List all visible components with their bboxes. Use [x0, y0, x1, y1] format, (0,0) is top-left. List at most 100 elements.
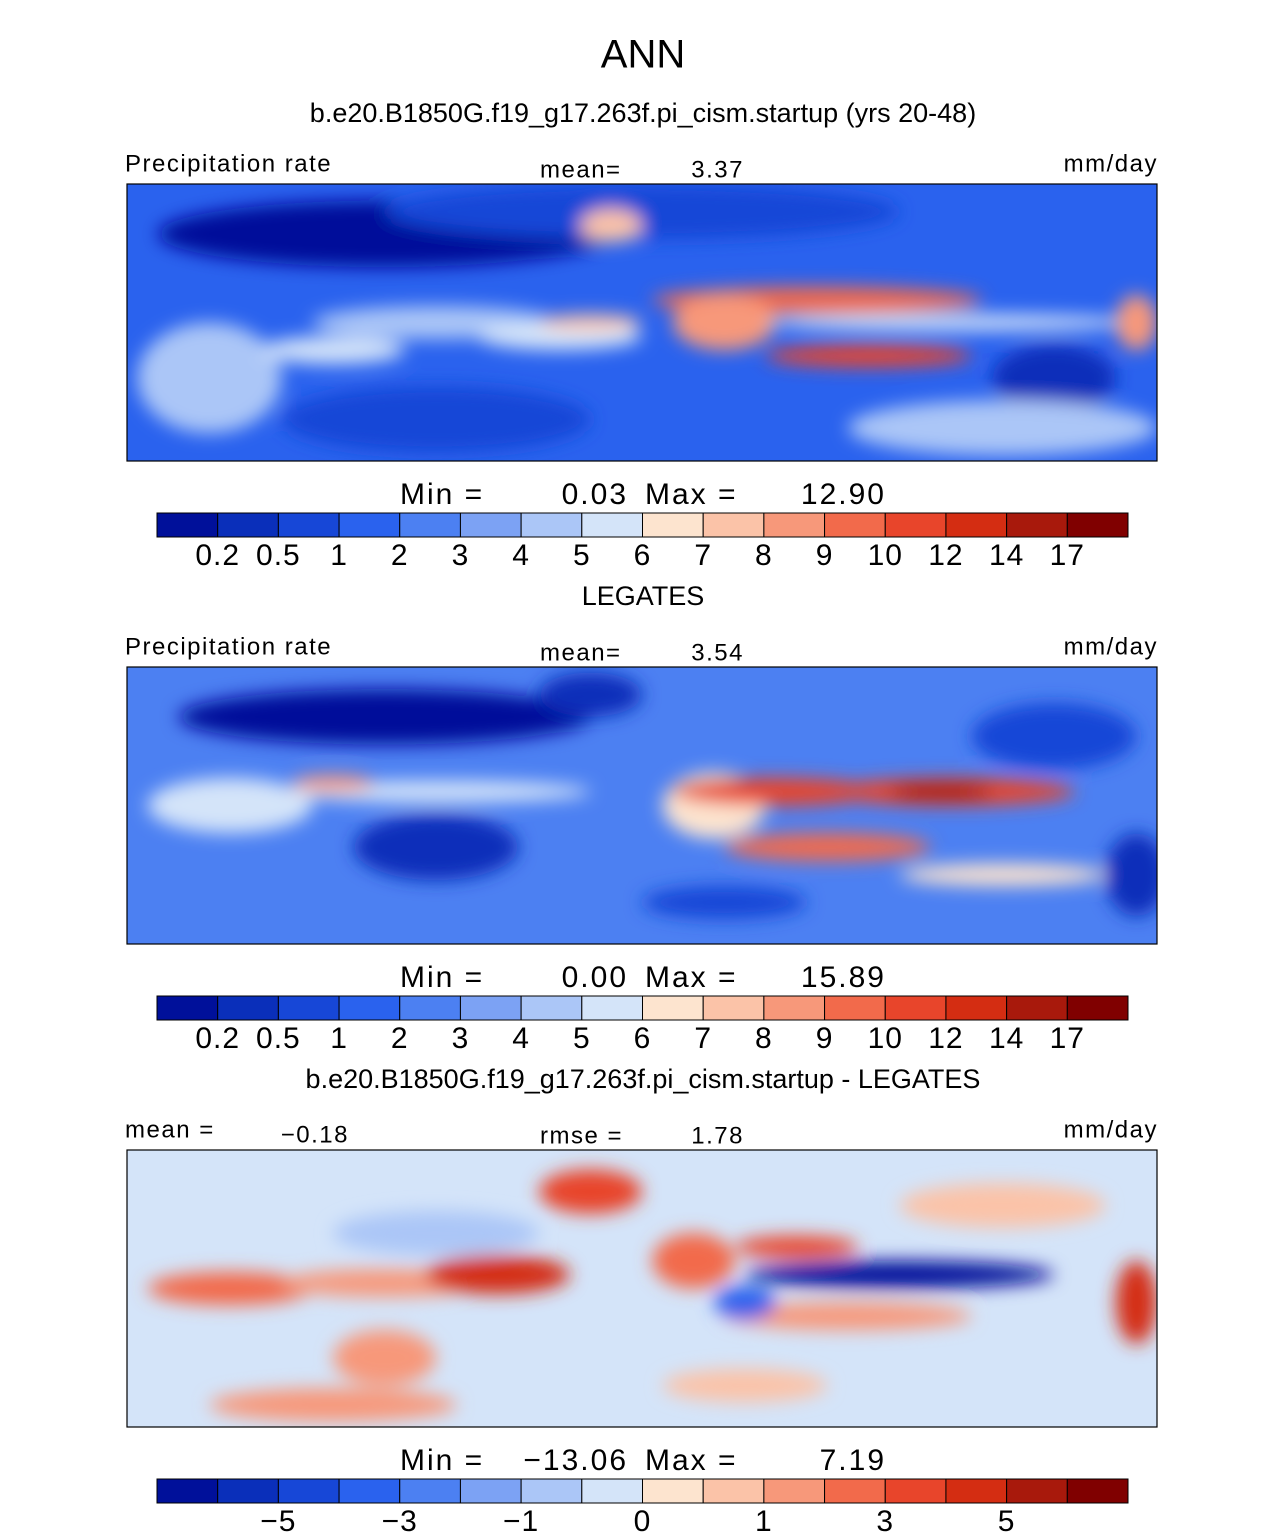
center-value: 3.37 [691, 156, 744, 183]
field-blob [765, 314, 1137, 331]
field-blob [745, 1260, 1054, 1289]
colorbar-label: 1 [755, 1505, 773, 1538]
field-blob [147, 777, 313, 834]
colorbar-box [338, 995, 401, 1021]
colorbar-label: 2 [391, 539, 409, 572]
colorbar-box [945, 1478, 1008, 1504]
colorbar-label: 1 [330, 1022, 348, 1055]
colorbar-label: 7 [694, 539, 712, 572]
field-blob [580, 208, 642, 243]
max-label: Max = [645, 1444, 738, 1477]
colorbar-label: 17 [1050, 539, 1085, 572]
panel-title: b.e20.B1850G.f19_g17.263f.pi_cism.startu… [306, 1064, 981, 1094]
colorbar-box [399, 995, 461, 1021]
colorbar-label: 14 [989, 1022, 1024, 1055]
colorbar-label: 2 [391, 1022, 409, 1055]
colorbar-box [763, 512, 826, 538]
colorbar-label: 3 [452, 539, 470, 572]
colorbar-box [884, 512, 947, 538]
colorbar-box [156, 995, 219, 1021]
field-blob [724, 1302, 972, 1331]
map-frame [126, 666, 1158, 945]
field-blob [672, 294, 776, 351]
field-blob [137, 322, 282, 434]
field-blob [209, 1388, 457, 1422]
colorbar-box [884, 995, 947, 1021]
min-value: 0.00 [562, 961, 628, 994]
field-blob [178, 689, 591, 745]
colorbar-box [763, 1478, 826, 1504]
colorbar-box [459, 512, 522, 538]
colorbar-label: 6 [634, 539, 652, 572]
colorbar-label: 5 [998, 1505, 1016, 1538]
colorbar-box [1006, 512, 1068, 538]
field-blob [889, 783, 993, 800]
colorbar-box [642, 512, 704, 538]
min-value: 0.03 [562, 478, 628, 511]
colorbar-label: 8 [755, 1022, 773, 1055]
field-blob [899, 863, 1106, 886]
colorbar-box [1006, 995, 1068, 1021]
field-blob [642, 885, 807, 920]
colorbar-box [581, 512, 643, 538]
field-blob [425, 1255, 570, 1295]
colorbar-label: 12 [928, 1022, 963, 1055]
colorbar-box [824, 995, 886, 1021]
field-blob [1105, 833, 1157, 917]
colorbar-label: 14 [989, 539, 1024, 572]
colorbar-label: 9 [816, 1022, 834, 1055]
colorbar-label: 8 [755, 539, 773, 572]
field-blob [281, 386, 591, 453]
colorbar-label: 7 [694, 1022, 712, 1055]
colorbar-label: 4 [512, 539, 530, 572]
colorbar-box [156, 1478, 219, 1504]
center-label: mean= [540, 156, 622, 183]
field-blob [652, 1233, 735, 1289]
field-blob [384, 184, 900, 240]
colorbar-box [399, 1478, 461, 1504]
left-label: mean = [125, 1116, 215, 1143]
field-blob [672, 777, 879, 806]
max-value: 15.89 [801, 961, 886, 994]
field-blob [971, 703, 1137, 770]
map [127, 667, 1157, 944]
colorbar-label: −3 [382, 1505, 418, 1538]
colorbar-box [399, 512, 461, 538]
units: mm/day [1064, 1116, 1158, 1143]
colorbar-box [520, 1478, 583, 1504]
field [147, 1169, 1157, 1422]
center-label: rmse = [540, 1122, 623, 1149]
units: mm/day [1064, 633, 1158, 660]
field-blob [353, 813, 519, 881]
colorbar-box [763, 995, 826, 1021]
colorbar-box [945, 995, 1008, 1021]
field-blob [1115, 294, 1157, 351]
colorbar-box [824, 512, 886, 538]
colorbar-box [884, 1478, 947, 1504]
panel-title: b.e20.B1850G.f19_g17.263f.pi_cism.startu… [310, 98, 976, 128]
field [147, 672, 1157, 920]
colorbar-box [702, 512, 765, 538]
colorbar-label: 5 [573, 539, 591, 572]
colorbar-box [277, 995, 340, 1021]
left-value: −0.18 [281, 1121, 349, 1148]
colorbar-label: 12 [928, 539, 963, 572]
colorbar-box [459, 1478, 522, 1504]
center-value: 1.78 [691, 1122, 744, 1149]
colorbar-box [217, 512, 279, 538]
colorbar-label: 0.5 [256, 539, 301, 572]
colorbar-label: 0.2 [195, 539, 240, 572]
center-value: 3.54 [691, 639, 744, 666]
colorbar-label: 0 [634, 1505, 652, 1538]
field-blob [539, 1169, 642, 1214]
colorbar-label: 1 [330, 539, 348, 572]
colorbar-box [217, 995, 279, 1021]
colorbar-box [338, 512, 401, 538]
colorbar-label: 9 [816, 539, 834, 572]
colorbar-box [1066, 995, 1129, 1021]
colorbar-box [702, 1478, 765, 1504]
colorbar-box [642, 1478, 704, 1504]
left-label: Precipitation rate [125, 150, 332, 177]
colorbar-box [702, 995, 765, 1021]
colorbar-label: 10 [868, 1022, 903, 1055]
